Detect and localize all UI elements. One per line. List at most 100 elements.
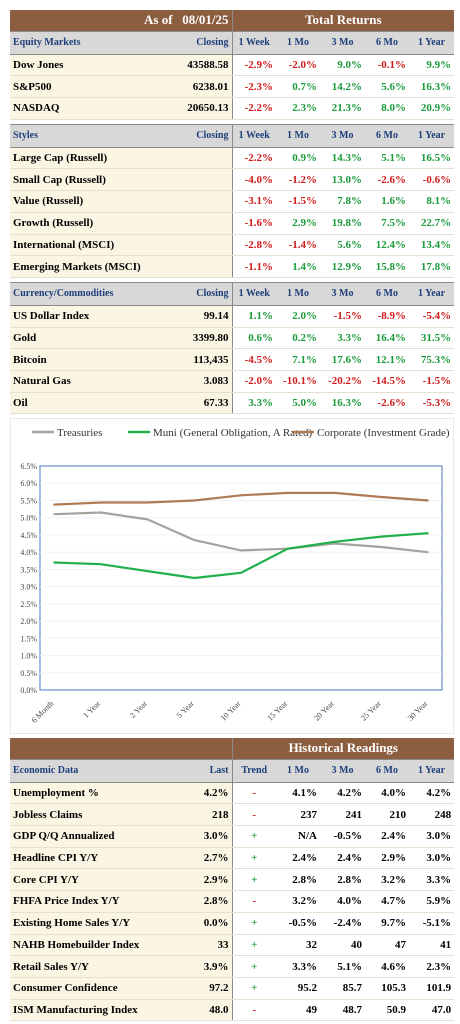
y-tick-label: 0.0% [20, 686, 37, 695]
as-of-label: As of [144, 12, 173, 28]
return-value: -5.3% [409, 392, 455, 415]
column-header: 6 Mo [365, 123, 410, 148]
reading-value: -5.1% [409, 912, 455, 935]
table-row: Gold 3399.80 0.6% 0.2% 3.3% 16.4% 31.5% [10, 327, 455, 350]
as-of-date: 08/01/25 [182, 12, 229, 28]
indicator-label: Jobless Claims [10, 803, 160, 827]
data-point [99, 501, 102, 504]
reading-value: 5.1% [320, 955, 365, 978]
return-value: -2.2% [231, 147, 277, 170]
return-value: 16.5% [409, 147, 455, 170]
return-value: 0.9% [276, 147, 321, 170]
data-point [193, 499, 196, 502]
y-tick-label: 6.5% [20, 462, 37, 471]
table-row: GDP Q/Q Annualized 3.0% + N/A -0.5% 2.4% 3.0% [10, 825, 455, 848]
last-value: 3.9% [160, 955, 232, 978]
reading-value: 95.2 [276, 977, 320, 1000]
y-tick-label: 4.0% [20, 548, 37, 557]
reading-value: 4.0% [365, 782, 409, 805]
table-row: Headline CPI Y/Y 2.7% +2.4% 2.4% 2.9% 3.0% [10, 847, 455, 870]
data-point [427, 532, 429, 534]
plot-area [39, 465, 443, 691]
data-point [427, 499, 429, 502]
column-header: 1 Mo [276, 30, 321, 55]
total-returns-table: As of 08/01/25 Total Returns Equity Mark… [10, 10, 455, 415]
return-value: 75.3% [409, 348, 455, 371]
y-tick-label: 1.0% [20, 652, 37, 661]
data-point [240, 572, 242, 574]
reading-value: 3.2% [365, 868, 409, 892]
y-tick-label: 1.5% [20, 634, 37, 643]
return-value: -2.8% [231, 234, 277, 257]
last-value: 2.8% [160, 890, 232, 913]
data-point [286, 547, 289, 550]
last-value: 3.0% [160, 825, 232, 848]
gap-cell [10, 277, 455, 283]
reading-value: 49 [276, 999, 320, 1022]
return-value: -2.9% [231, 54, 277, 77]
reading-value: 241 [320, 803, 365, 827]
return-value: -8.9% [365, 305, 410, 328]
trend-indicator: + [231, 912, 276, 935]
return-value: 3.3% [320, 327, 366, 350]
trend-indicator: + [231, 825, 276, 848]
return-value: -1.5% [320, 305, 366, 328]
reading-value: 3.0% [409, 825, 455, 848]
indicator-label: Consumer Confidence [10, 977, 160, 1000]
data-point [193, 539, 196, 541]
table-row: Small Cap (Russell) -4.0% -1.2% 13.0% -2.6% -… [10, 168, 455, 192]
table-row: NAHB Homebuilder Index 33 +32 40 47 41 [10, 934, 455, 957]
column-header: 3 Mo [320, 123, 366, 148]
column-header: 1 Year [409, 758, 455, 783]
table-row: Retail Sales Y/Y 3.9% +3.3% 5.1% 4.6% 2.3% [10, 955, 455, 978]
reading-value: 47.0 [409, 999, 455, 1022]
column-header: 1 Week [231, 30, 277, 55]
trend-indicator: + [231, 847, 276, 870]
data-point [380, 546, 383, 548]
section-header-row: Currency/Commodities Closing 1 Week 1 Mo 3 M… [10, 281, 455, 306]
row-label: International (MSCI) [10, 234, 160, 257]
column-header: 1 Year [409, 123, 455, 148]
column-header: 6 Mo [365, 30, 410, 55]
return-value: -10.1% [276, 370, 321, 393]
table-row: Core CPI Y/Y 2.9% +2.8% 2.8% 3.2% 3.3% [10, 868, 455, 892]
table-row: Unemployment % 4.2% -4.1% 4.2% 4.0% 4.2% [10, 782, 455, 805]
return-value: 3.3% [231, 392, 277, 415]
return-value: 12.4% [365, 234, 410, 257]
return-value: -2.0% [276, 54, 321, 77]
data-point [333, 492, 336, 494]
column-header: 3 Mo [320, 758, 365, 783]
reading-value: N/A [276, 825, 320, 848]
closing-value [160, 255, 233, 278]
reading-value: 105.3 [365, 977, 409, 1000]
table-row: International (MSCI) -2.8% -1.4% 5.6% 12.4% 1… [10, 234, 455, 257]
return-value: 7.1% [276, 348, 321, 371]
row-label: Natural Gas [10, 370, 160, 393]
legend-label: Corporate (Investment Grade) [317, 427, 450, 439]
return-value: 5.1% [365, 147, 410, 170]
reading-value: 2.9% [365, 847, 409, 870]
table-row: US Dollar Index 99.14 1.1% 2.0% -1.5% -8.9% -5… [10, 305, 455, 328]
trend-indicator: - [231, 890, 276, 913]
trend-indicator: - [231, 999, 276, 1022]
row-label: Growth (Russell) [10, 212, 160, 235]
return-value: -1.4% [276, 234, 321, 257]
return-value: 14.2% [320, 75, 366, 99]
table-row: Bitcoin 113,435 -4.5% 7.1% 17.6% 12.1% 75.3% [10, 348, 455, 371]
reading-value: 48.7 [320, 999, 365, 1022]
row-label: Oil [10, 392, 160, 415]
return-value: 31.5% [409, 327, 455, 350]
return-value: -2.6% [365, 392, 410, 415]
column-header: 6 Mo [365, 758, 409, 783]
section-name: Currency/Commodities [10, 281, 160, 306]
reading-value: 237 [276, 803, 320, 827]
table-row: Growth (Russell) -1.6% 2.9% 19.8% 7.5% 22.7% [10, 212, 455, 235]
table-row: Dow Jones 43588.58 -2.9% -2.0% 9.0% -0.1% 9.9% [10, 54, 455, 77]
data-point [99, 563, 102, 566]
last-value: 0.0% [160, 912, 232, 935]
reading-value: 2.4% [320, 847, 365, 870]
reading-value: 2.3% [409, 955, 455, 978]
y-tick-label: 0.5% [20, 669, 37, 678]
section-name: Equity Markets [10, 30, 160, 55]
return-value: -1.1% [231, 255, 277, 278]
